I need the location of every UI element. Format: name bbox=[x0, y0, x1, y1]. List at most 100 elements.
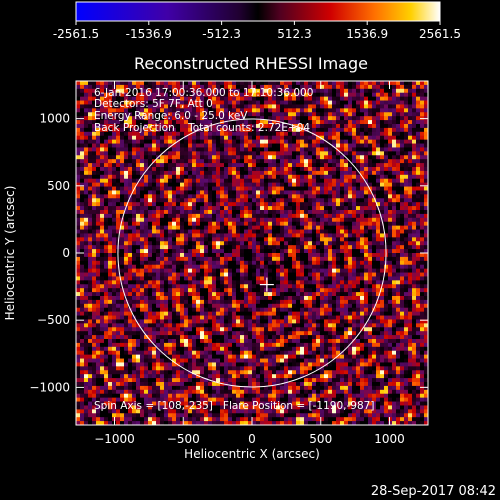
heatmap-cell bbox=[276, 147, 281, 152]
heatmap-cell bbox=[228, 198, 233, 203]
heatmap-cell bbox=[416, 237, 421, 242]
heatmap-cell bbox=[280, 104, 285, 109]
heatmap-cell bbox=[248, 151, 253, 156]
heatmap-cell bbox=[92, 280, 97, 285]
heatmap-cell bbox=[208, 256, 213, 262]
heatmap-cell bbox=[200, 92, 205, 98]
heatmap-cell bbox=[232, 284, 237, 289]
heatmap-cell bbox=[340, 116, 345, 121]
heatmap-cell bbox=[152, 167, 157, 172]
heatmap-cell bbox=[164, 284, 169, 289]
heatmap-cell bbox=[332, 112, 337, 117]
colorbar bbox=[75, 1, 441, 22]
heatmap-cell bbox=[212, 253, 217, 258]
heatmap-cell bbox=[132, 276, 137, 281]
heatmap-cell bbox=[364, 229, 369, 234]
heatmap-cell bbox=[220, 245, 225, 250]
heatmap-cell bbox=[332, 104, 337, 109]
heatmap-cell bbox=[80, 217, 85, 223]
heatmap-cell bbox=[408, 120, 413, 125]
heatmap-cell bbox=[188, 88, 193, 94]
heatmap-cell bbox=[176, 163, 181, 168]
heatmap-cell bbox=[352, 260, 357, 266]
heatmap-cell bbox=[240, 124, 245, 129]
heatmap-cell bbox=[156, 170, 161, 176]
heatmap-cell bbox=[268, 155, 273, 160]
heatmap-cell bbox=[320, 264, 325, 270]
heatmap-cell bbox=[324, 256, 329, 262]
heatmap-cell bbox=[376, 284, 381, 289]
heatmap-cell bbox=[312, 167, 317, 172]
heatmap-cell bbox=[356, 217, 361, 223]
heatmap-cell bbox=[248, 167, 253, 172]
heatmap-cell bbox=[252, 241, 257, 246]
heatmap-cell bbox=[268, 139, 273, 144]
heatmap-cell bbox=[188, 268, 193, 273]
heatmap-cell bbox=[312, 92, 317, 98]
heatmap-cell bbox=[96, 147, 101, 152]
heatmap-cell bbox=[212, 206, 217, 211]
heatmap-cell bbox=[404, 264, 409, 270]
heatmap-cell bbox=[220, 131, 225, 137]
heatmap-cell bbox=[164, 120, 169, 125]
heatmap-cell bbox=[216, 84, 221, 90]
heatmap-cell bbox=[340, 100, 345, 105]
heatmap-cell bbox=[288, 108, 293, 113]
heatmap-cell bbox=[76, 167, 81, 172]
heatmap-cell bbox=[128, 178, 133, 184]
heatmap-cell bbox=[204, 288, 209, 293]
heatmap-cell bbox=[180, 81, 185, 86]
heatmap-cell bbox=[156, 249, 161, 254]
heatmap-cell bbox=[192, 299, 197, 305]
heatmap-cell bbox=[232, 245, 237, 250]
heatmap-cell bbox=[220, 288, 225, 293]
heatmap-cell bbox=[316, 167, 321, 172]
heatmap-cell bbox=[204, 241, 209, 246]
heatmap-cell bbox=[376, 264, 381, 270]
heatmap-cell bbox=[220, 159, 225, 164]
heatmap-cell bbox=[168, 198, 173, 203]
heatmap-cell bbox=[268, 280, 273, 285]
heatmap-cell bbox=[144, 120, 149, 125]
heatmap-cell bbox=[408, 108, 413, 113]
heatmap-cell bbox=[424, 284, 428, 289]
heatmap-cell bbox=[320, 296, 325, 301]
heatmap-cell bbox=[140, 264, 145, 270]
heatmap-cell bbox=[172, 233, 177, 238]
heatmap-cell bbox=[324, 237, 329, 242]
heatmap-cell bbox=[416, 81, 421, 86]
heatmap-cell bbox=[216, 170, 221, 176]
heatmap-cell bbox=[116, 159, 121, 164]
heatmap-cell bbox=[272, 194, 277, 199]
heatmap-cell bbox=[380, 174, 385, 180]
heatmap-cell bbox=[424, 213, 428, 219]
heatmap-cell bbox=[376, 280, 381, 285]
heatmap-cell bbox=[388, 143, 393, 148]
heatmap-cell bbox=[148, 268, 153, 273]
heatmap-cell bbox=[380, 88, 385, 94]
heatmap-cell bbox=[208, 170, 213, 176]
heatmap-cell bbox=[116, 182, 121, 187]
heatmap-cell bbox=[320, 159, 325, 164]
heatmap-cell bbox=[124, 241, 129, 246]
heatmap-cell bbox=[84, 241, 89, 246]
heatmap-cell bbox=[148, 174, 153, 180]
heatmap-cell bbox=[80, 272, 85, 277]
heatmap-cell bbox=[88, 194, 93, 199]
heatmap-cell bbox=[280, 174, 285, 180]
heatmap-cell bbox=[144, 280, 149, 285]
heatmap-cell bbox=[124, 272, 129, 277]
heatmap-cell bbox=[316, 139, 321, 144]
heatmap-cell bbox=[216, 284, 221, 289]
heatmap-cell bbox=[272, 163, 277, 168]
heatmap-cell bbox=[420, 284, 425, 289]
heatmap-cell bbox=[256, 245, 261, 250]
heatmap-cell bbox=[404, 159, 409, 164]
heatmap-cell bbox=[288, 186, 293, 191]
heatmap-cell bbox=[132, 241, 137, 246]
heatmap-cell bbox=[108, 284, 113, 289]
heatmap-cell bbox=[288, 276, 293, 281]
heatmap-cell bbox=[208, 88, 213, 94]
heatmap-cell bbox=[200, 155, 205, 160]
heatmap-cell bbox=[380, 96, 385, 101]
